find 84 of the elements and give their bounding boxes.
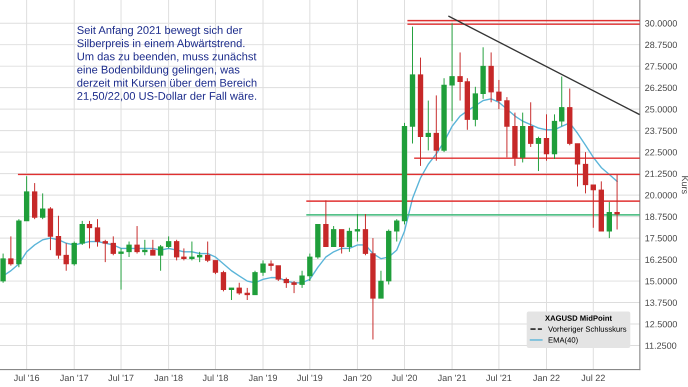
candlestick (189, 241, 195, 261)
annotation: Seit Anfang 2021 bewegt sich der Silberpreis in einem Abwärtstrend. Um das zu beenden, muss zunächst eine Bodenbildung gelingen, was derzeit mit Kursen über dem Bereich 21,50/22,00 US-Dollar der Fall wäre. (77, 26, 256, 102)
candlestick (86, 220, 92, 249)
candlestick (110, 236, 116, 256)
x-tick-label: Jul '21 (486, 374, 512, 382)
candlestick (134, 226, 140, 254)
candlestick (338, 229, 344, 254)
candlestick (158, 244, 164, 272)
candlestick (590, 184, 596, 228)
y-tick-label: 15.0000 (645, 278, 677, 284)
candlestick (528, 102, 534, 148)
x-tick-label: Jul '18 (202, 374, 228, 382)
candlestick (434, 94, 439, 162)
candlestick (166, 236, 172, 249)
y-tick-label: 28.7500 (645, 42, 677, 48)
y-tick-label: 12.5000 (645, 321, 677, 328)
candlestick (582, 152, 588, 194)
y-tick-label: 16.2500 (645, 256, 677, 263)
candlestick (606, 201, 612, 239)
x-tick-label: Jul '20 (392, 374, 418, 382)
candlestick (536, 136, 542, 172)
x-tick-label: Jul '16 (14, 374, 40, 382)
candlestick (614, 174, 620, 230)
x-tick-label: Jul '19 (297, 374, 322, 382)
candlestick (252, 270, 258, 296)
y-tick-label: 26.2500 (645, 84, 677, 92)
candlestick (291, 280, 297, 294)
candlestick (330, 226, 336, 248)
x-tick-label: Jan '19 (248, 374, 278, 382)
candlestick (80, 220, 85, 246)
y-tick-label: 25.0000 (645, 106, 677, 113)
candlestick (72, 241, 77, 266)
y-tick-label: 13.7500 (645, 300, 677, 306)
candlestick (236, 282, 242, 296)
candlestick (276, 265, 281, 282)
candlestick (574, 143, 580, 187)
candlestick (126, 241, 132, 258)
candlestick (426, 100, 431, 151)
y-tick-label: 17.5000 (645, 235, 677, 242)
candlestick (346, 227, 352, 252)
y-axis-title: Kurs (682, 176, 688, 194)
y-tick-label: 30.0000 (645, 20, 677, 27)
candlestick (544, 114, 550, 162)
y-tick-label: 20.0000 (645, 192, 677, 198)
candlestick (0, 253, 6, 284)
y-tick-label: 18.7500 (645, 214, 677, 220)
candlestick (307, 253, 313, 282)
x-tick-label: Jan '21 (438, 374, 466, 382)
candlestick (244, 287, 250, 300)
candlestick (268, 260, 274, 272)
y-tick-label: 23.7500 (645, 128, 677, 134)
candlestick (449, 22, 455, 122)
y-tick-label: 22.5000 (645, 149, 677, 156)
candlestick (94, 218, 100, 248)
candlestick (323, 200, 329, 248)
x-tick-label: Jan '18 (154, 374, 183, 382)
x-tick-label: Jul '17 (108, 374, 134, 382)
candlestick (196, 251, 202, 263)
candlestick (220, 270, 226, 292)
candlestick (559, 76, 564, 127)
candlestick (284, 277, 289, 288)
candlestick (228, 287, 234, 300)
y-tick-label: 21.2500 (645, 170, 677, 177)
x-tick-label: Jan '20 (343, 374, 372, 382)
candlestick (496, 79, 502, 110)
x-tick-label: Jul 22 (581, 374, 605, 382)
candlestick (8, 236, 14, 266)
candlestick (150, 239, 156, 256)
candlestick (260, 260, 266, 276)
candlestick (299, 270, 305, 288)
candlestick (40, 192, 46, 220)
candlestick (56, 215, 62, 260)
candlestick (378, 270, 384, 299)
candlestick (354, 214, 360, 242)
candlestick (118, 248, 124, 290)
candlestick (212, 260, 218, 275)
candlestick (102, 239, 108, 263)
x-tick-label: Jan '17 (60, 374, 88, 382)
y-tick-label: 11.2500 (645, 342, 676, 349)
candlestick (205, 241, 210, 263)
candlestick (64, 242, 69, 272)
y-tick-label: 27.5000 (645, 63, 677, 70)
x-tick-label: Jan 22 (533, 374, 560, 382)
candlestick (394, 218, 400, 242)
